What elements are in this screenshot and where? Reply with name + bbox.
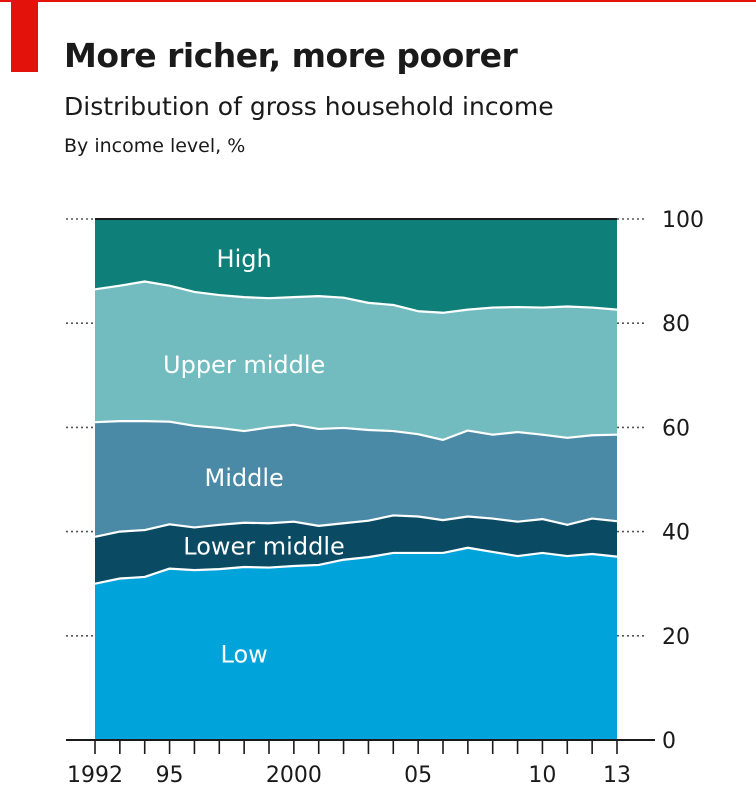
chart-subtitle: Distribution of gross household income: [64, 92, 554, 121]
series-label-low: Low: [221, 641, 268, 669]
series-label-upper-middle: Upper middle: [163, 351, 325, 379]
area-high: [95, 219, 617, 313]
y-tick-label-80: 80: [662, 312, 690, 337]
y-tick-label-40: 40: [662, 521, 690, 546]
chart-title: More richer, more poorer: [64, 36, 518, 75]
area-low: [95, 547, 617, 740]
grid-layer: 0 20 40 60 80 100: [66, 208, 704, 754]
y-tick-label-20: 20: [662, 625, 690, 650]
area-upper-middle: [95, 281, 617, 440]
y-tick-label-60: 60: [662, 416, 690, 441]
y-tick-label-100: 100: [662, 208, 704, 233]
x-tick-label-1992: 1992: [67, 763, 123, 788]
band-boundary-3: [94, 420, 618, 441]
band-boundary-1: [94, 546, 618, 585]
brand-tag: [11, 0, 38, 72]
area-lower-middle: [95, 515, 617, 584]
axis-layer: 1992 95 2000 05 10 13: [66, 739, 655, 788]
unit-note: By income level, %: [64, 135, 246, 157]
area-middle: [95, 421, 617, 537]
x-tick-label-05: 05: [404, 763, 432, 788]
series-label-lower-middle: Lower middle: [183, 532, 344, 560]
series-label-high: High: [217, 245, 272, 273]
band-boundary-4: [94, 280, 618, 314]
x-tick-label-95: 95: [156, 763, 184, 788]
x-tick-label-10: 10: [528, 763, 556, 788]
area-layer: [94, 218, 618, 740]
y-tick-label-0: 0: [662, 729, 676, 754]
x-tick-label-2000: 2000: [266, 763, 322, 788]
band-boundary-2: [94, 514, 618, 538]
label-layer: Low Lower middle Middle Upper middle High: [163, 245, 345, 668]
top-rule: [0, 0, 756, 2]
x-tick-label-13: 13: [603, 763, 631, 788]
series-label-middle: Middle: [205, 464, 284, 492]
